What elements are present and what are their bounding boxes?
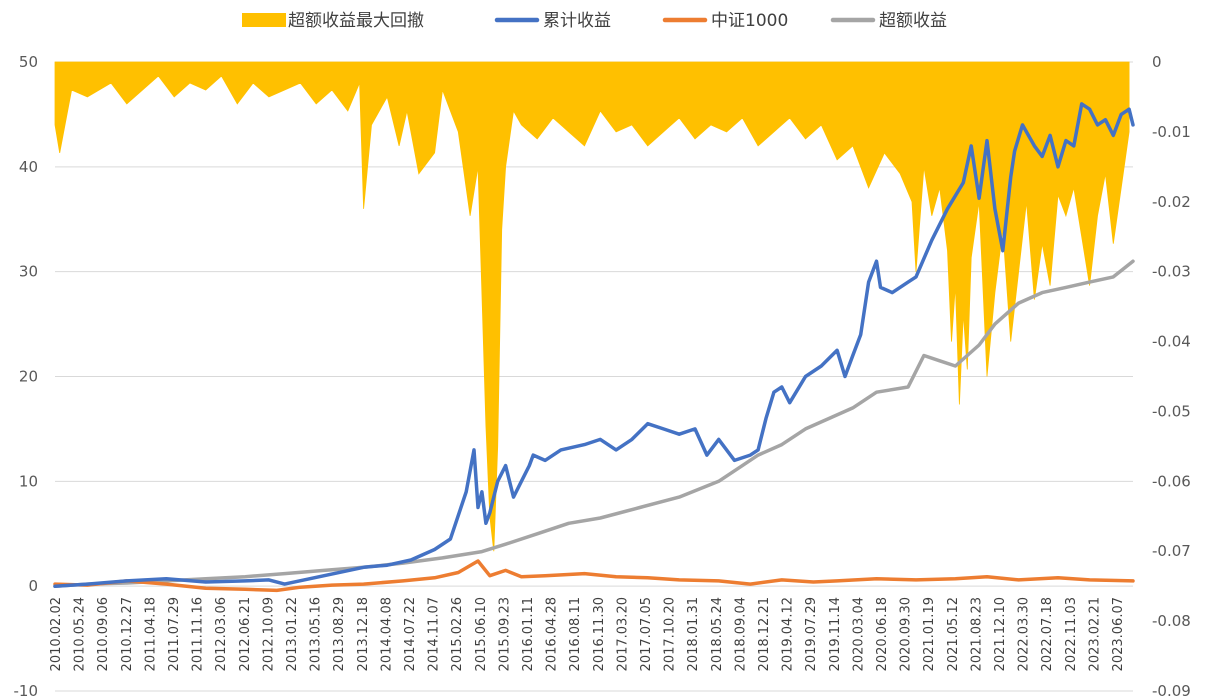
x-tick-label: 2015.06.10: [474, 597, 489, 671]
series-line-2: [53, 559, 1135, 593]
drawdown-area: [54, 61, 1130, 552]
x-tick-label: 2019.04.12: [781, 597, 796, 671]
series-line-3: [53, 259, 1135, 588]
x-tick-label: 2010.12.27: [120, 597, 135, 671]
right-tick-label: -0.02: [1152, 193, 1191, 211]
legend-label: 中证1000: [711, 11, 788, 31]
right-tick-label: -0.08: [1152, 612, 1191, 630]
x-tick-label: 2013.05.16: [309, 597, 324, 671]
left-tick-label: 40: [19, 158, 38, 176]
left-tick-label: 10: [19, 472, 38, 490]
right-tick-label: -0.07: [1152, 542, 1191, 560]
x-tick-label: 2020.06.18: [875, 597, 890, 671]
x-tick-label: 2018.05.24: [710, 597, 725, 671]
x-tick-label: 2021.05.12: [946, 597, 961, 671]
x-tick-label: 2023.02.21: [1087, 597, 1102, 671]
right-tick-label: -0.04: [1152, 333, 1191, 351]
left-tick-label: 50: [19, 53, 38, 71]
x-tick-label: 2013.01.22: [285, 597, 300, 671]
x-tick-label: 2016.01.11: [521, 597, 536, 671]
x-tick-label: 2022.11.03: [1064, 597, 1079, 671]
x-tick-label: 2012.03.06: [214, 597, 229, 671]
x-tick-label: 2012.06.21: [238, 597, 253, 671]
series-lines: [53, 102, 1135, 593]
x-tick-label: 2011.04.18: [143, 597, 158, 671]
x-tick-label: 2010.05.24: [73, 597, 88, 671]
x-tick-label: 2015.02.26: [450, 597, 465, 671]
legend-label: 累计收益: [543, 11, 611, 31]
right-axis-ticks: 0 -0.01 -0.02 -0.03 -0.04 -0.05 -0.06 -0.07 -0.0…: [1152, 53, 1191, 699]
x-tick-label: 2021.01.19: [922, 597, 937, 671]
x-tick-label: 2022.07.18: [1040, 597, 1055, 671]
x-tick-label: 2019.11.14: [828, 597, 843, 671]
x-tick-label: 2021.08.23: [969, 597, 984, 671]
series-area-drawdown: [54, 61, 1130, 552]
right-tick-label: -0.06: [1152, 472, 1191, 490]
x-tick-label: 2016.04.28: [545, 597, 560, 671]
x-tick-label: 2010.09.06: [96, 597, 111, 671]
x-tick-label: 2011.07.29: [167, 597, 182, 671]
x-tick-label: 2022.03.30: [1017, 597, 1032, 671]
x-tick-label: 2020.03.04: [851, 597, 866, 671]
legend-label: 超额收益最大回撤: [288, 11, 424, 31]
x-tick-label: 2018.01.31: [686, 597, 701, 671]
x-tick-label: 2018.12.21: [757, 597, 772, 671]
x-tick-label: 2020.09.30: [899, 597, 914, 671]
x-tick-label: 2021.12.10: [993, 597, 1008, 671]
legend-swatch: [242, 13, 286, 27]
left-tick-label: -10: [14, 682, 39, 699]
x-tick-label: 2014.07.22: [403, 597, 418, 671]
right-tick-label: -0.03: [1152, 263, 1191, 281]
x-tick-label: 2013.08.29: [332, 597, 347, 671]
x-tick-label: 2012.10.09: [261, 597, 276, 671]
x-tick-label: 2011.11.16: [191, 597, 206, 671]
right-tick-label: -0.01: [1152, 123, 1191, 141]
left-tick-label: 0: [28, 577, 38, 595]
x-tick-label: 2017.07.05: [639, 597, 654, 671]
x-tick-label: 2018.09.04: [733, 597, 748, 671]
left-axis-ticks: -10 0 10 20 30 40 50: [14, 53, 39, 699]
x-tick-label: 2016.11.30: [592, 597, 607, 671]
right-tick-label: -0.05: [1152, 402, 1191, 420]
x-tick-label: 2017.03.20: [615, 597, 630, 671]
right-tick-label: -0.09: [1152, 682, 1191, 699]
left-tick-label: 30: [19, 263, 38, 281]
x-axis-ticks: 2010.02.02 2010.05.24 2010.09.06 2010.12.27…: [49, 597, 1126, 671]
x-tick-label: 2013.12.18: [356, 597, 371, 671]
legend: 超额收益最大回撤 累计收益 中证1000 超额收益: [242, 11, 947, 31]
legend-label: 超额收益: [879, 11, 947, 31]
series-line-1: [53, 102, 1135, 588]
x-tick-label: 2017.10.20: [663, 597, 678, 671]
x-tick-label: 2023.06.07: [1111, 597, 1126, 671]
x-tick-label: 2010.02.02: [49, 597, 64, 671]
right-tick-label: 0: [1152, 53, 1162, 71]
left-tick-label: 20: [19, 368, 38, 386]
x-tick-label: 2014.11.07: [427, 597, 442, 671]
x-tick-label: 2016.08.11: [568, 597, 583, 671]
x-tick-label: 2014.04.08: [379, 597, 394, 671]
x-tick-label: 2015.09.23: [497, 597, 512, 671]
x-tick-label: 2019.07.29: [804, 597, 819, 671]
